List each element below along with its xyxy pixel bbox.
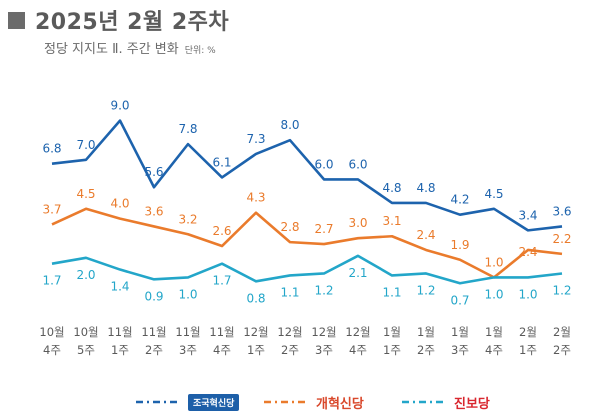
x-tick-label: 1월 xyxy=(417,325,435,339)
series-line-2 xyxy=(51,207,563,279)
x-tick-label: 2주 xyxy=(145,343,163,357)
data-label: 1.1 xyxy=(280,285,299,299)
data-label: 7.8 xyxy=(178,122,197,136)
legend-item-3: 진보당 xyxy=(400,392,490,412)
data-label: 0.9 xyxy=(144,289,163,303)
unit-label: 단위: % xyxy=(184,46,216,56)
x-tick-label: 1주 xyxy=(111,343,129,357)
x-tick-label: 1월 xyxy=(451,325,469,339)
title-square-icon xyxy=(8,11,25,29)
data-label: 8.0 xyxy=(280,118,299,132)
x-tick-label: 10월 xyxy=(73,325,98,339)
data-label: 3.4 xyxy=(518,208,537,222)
x-tick-label: 1월 xyxy=(383,325,401,339)
legend-label-3: 진보당 xyxy=(454,396,490,412)
data-label: 2.8 xyxy=(280,220,299,234)
chart-title: 2025년 2월 2주차 xyxy=(35,10,230,35)
data-label: 9.0 xyxy=(110,99,129,113)
data-label: 0.8 xyxy=(246,291,265,305)
data-label: 6.1 xyxy=(212,155,231,169)
x-tick-label: 3주 xyxy=(451,343,469,357)
series-line-3 xyxy=(51,254,563,285)
data-label: 2.2 xyxy=(552,232,571,246)
legend-line-1 xyxy=(134,398,182,406)
x-tick-label: 11월 xyxy=(107,325,132,339)
x-tick-label: 11월 xyxy=(209,325,234,339)
x-tick-label: 12월 xyxy=(277,325,302,339)
x-tick-label: 12월 xyxy=(311,325,336,339)
x-tick-label: 4주 xyxy=(43,343,61,357)
data-label: 1.4 xyxy=(110,280,129,294)
data-label: 3.6 xyxy=(552,204,571,218)
x-tick-label: 12월 xyxy=(345,325,370,339)
data-label: 1.2 xyxy=(552,283,571,297)
series-line-1 xyxy=(51,119,563,232)
title-row: 2025년 2월 2주차 xyxy=(8,5,229,35)
chart-subtitle: 정당 지지도 Ⅱ. 주간 변화 xyxy=(44,42,179,57)
subtitle-row: 정당 지지도 Ⅱ. 주간 변화 단위: % xyxy=(44,38,216,57)
x-tick-label: 2주 xyxy=(417,343,435,357)
x-tick-label: 5주 xyxy=(77,343,95,357)
x-tick-label: 12월 xyxy=(243,325,268,339)
data-label: 3.7 xyxy=(42,202,61,216)
data-label: 2.4 xyxy=(518,245,537,259)
x-tick-label: 4주 xyxy=(349,343,367,357)
data-label: 7.0 xyxy=(76,138,95,152)
legend-line-3 xyxy=(400,398,448,406)
data-label: 2.4 xyxy=(416,228,435,242)
x-tick-label: 4주 xyxy=(485,343,503,357)
data-label: 4.8 xyxy=(416,181,435,195)
data-label: 4.2 xyxy=(450,193,469,207)
x-tick-label: 3주 xyxy=(315,343,333,357)
data-label: 4.5 xyxy=(484,187,503,201)
x-tick-label: 1주 xyxy=(247,343,265,357)
data-label: 2.6 xyxy=(212,224,231,238)
data-label: 3.1 xyxy=(382,214,401,228)
x-tick-label: 1주 xyxy=(383,343,401,357)
data-label: 1.0 xyxy=(484,287,503,301)
data-label: 6.8 xyxy=(42,142,61,156)
legend-item-2: 개혁신당 xyxy=(262,392,364,412)
legend-item-1: 조국혁신당 xyxy=(134,392,240,412)
data-label: 4.0 xyxy=(110,197,129,211)
x-tick-label: 2주 xyxy=(281,343,299,357)
data-label: 4.8 xyxy=(382,181,401,195)
x-tick-label: 3주 xyxy=(179,343,197,357)
x-tick-label: 11월 xyxy=(175,325,200,339)
x-tick-label: 2월 xyxy=(553,325,571,339)
legend-label-1: 조국혁신당 xyxy=(188,393,240,411)
data-label: 7.3 xyxy=(246,132,265,146)
data-label: 1.0 xyxy=(178,287,197,301)
x-tick-label: 10월 xyxy=(39,325,64,339)
x-tick-label: 1월 xyxy=(485,325,503,339)
data-label: 3.0 xyxy=(348,216,367,230)
legend-line-2 xyxy=(262,398,310,406)
data-label: 1.0 xyxy=(518,287,537,301)
data-label: 1.0 xyxy=(484,255,503,269)
data-label: 1.1 xyxy=(382,285,401,299)
data-label: 4.5 xyxy=(76,187,95,201)
data-label: 1.7 xyxy=(42,274,61,288)
x-tick-label: 4주 xyxy=(213,343,231,357)
legend-label-2: 개혁신당 xyxy=(316,396,364,412)
data-label: 3.6 xyxy=(144,204,163,218)
x-tick-label: 11월 xyxy=(141,325,166,339)
data-label: 0.7 xyxy=(450,293,469,307)
data-label: 1.9 xyxy=(450,238,469,252)
data-label: 5.6 xyxy=(144,165,163,179)
data-label: 3.2 xyxy=(178,212,197,226)
data-label: 1.2 xyxy=(416,283,435,297)
data-label: 2.1 xyxy=(348,266,367,280)
data-label: 1.2 xyxy=(314,283,333,297)
data-label: 4.3 xyxy=(246,191,265,205)
x-tick-label: 2월 xyxy=(519,325,537,339)
x-tick-label: 1주 xyxy=(519,343,537,357)
data-label: 2.7 xyxy=(314,222,333,236)
data-label: 1.7 xyxy=(212,274,231,288)
data-label: 6.0 xyxy=(348,157,367,171)
data-label: 2.0 xyxy=(76,268,95,282)
data-label: 6.0 xyxy=(314,157,333,171)
x-tick-label: 2주 xyxy=(553,343,571,357)
